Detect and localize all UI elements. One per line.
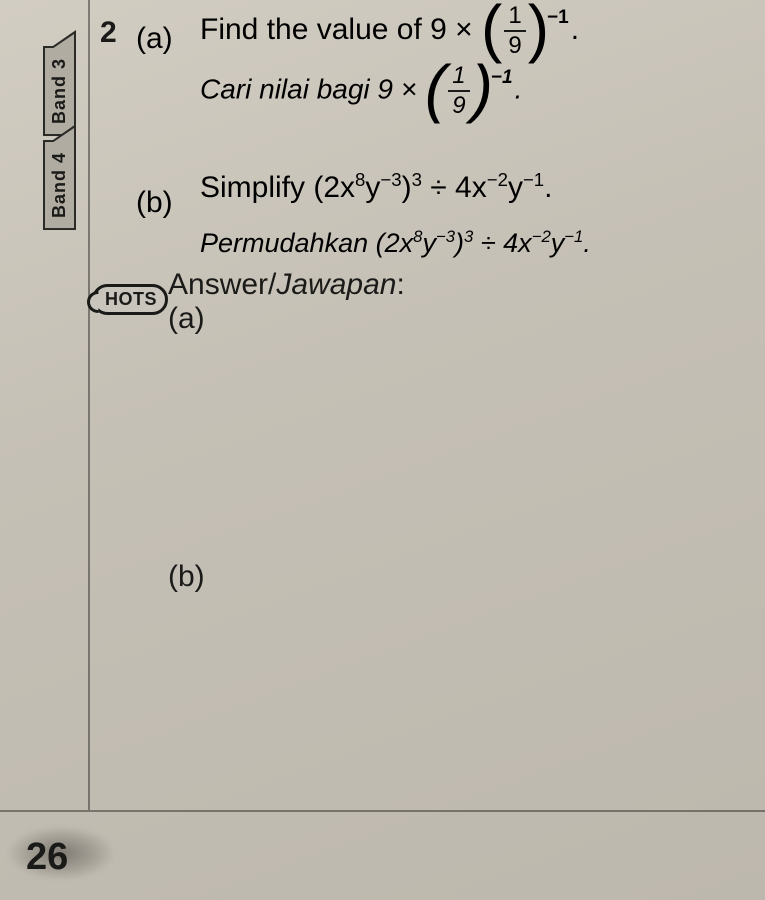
right-paren: )	[528, 3, 549, 54]
b-exp4: −2	[487, 169, 508, 190]
left-paren: (	[481, 3, 502, 54]
worksheet-page: Band 3 Band 4 2 (a) Find the value of 9 …	[0, 0, 765, 900]
fraction-expression: ( 1 9 ) −1	[481, 4, 571, 58]
b-mid3b: ÷ 4x	[473, 228, 531, 258]
b-exp3b: 3	[464, 227, 473, 246]
left-paren-my: (	[425, 63, 446, 114]
b-en-1: Simplify (2x	[200, 171, 355, 204]
fraction-my: 1 9	[448, 64, 469, 118]
hots-badge: HOTS	[92, 284, 168, 315]
answer-my: Jawapan	[276, 268, 396, 301]
page-number-area: 26	[6, 826, 116, 896]
part-b-english: Simplify (2x8y−3)3 ÷ 4x−2y−1.	[200, 168, 553, 207]
part-b-malay: Permudahkan (2x8y−3)3 ÷ 4x−2y−1.	[200, 226, 591, 261]
period: .	[571, 13, 579, 46]
right-paren-my: )	[472, 63, 493, 114]
b-end: .	[544, 171, 552, 204]
band-badges: Band 3 Band 4	[38, 46, 80, 234]
answer-part-b-label: (b)	[168, 560, 205, 594]
part-a-en-text: Find the value of 9 ×	[200, 13, 473, 46]
b-exp4b: −2	[532, 227, 551, 246]
question-part-b: (b) Simplify (2x8y−3)3 ÷ 4x−2y−1. Permud…	[136, 168, 756, 267]
b-mid1: y	[365, 171, 380, 204]
spacer-b	[136, 226, 200, 244]
b-mid1b: y	[422, 228, 436, 258]
b-exp2: −3	[380, 169, 401, 190]
period-my: .	[515, 73, 523, 104]
page-number: 26	[26, 836, 68, 879]
part-a-english: Find the value of 9 × ( 1 9 ) −1 .	[200, 4, 579, 58]
b-mid2b: )	[455, 228, 464, 258]
outer-exponent: −1	[547, 6, 569, 31]
part-a-label: (a)	[136, 4, 200, 56]
fraction-numerator: 1	[504, 4, 525, 32]
b-exp2b: −3	[436, 227, 455, 246]
b-mid4b: y	[551, 228, 565, 258]
b-exp5b: −1	[564, 227, 583, 246]
badge-band-3: Band 3	[43, 46, 76, 136]
b-exp3: 3	[412, 169, 422, 190]
answer-heading: Answer/Jawapan:	[168, 268, 405, 302]
b-mid3: ÷ 4x	[422, 171, 487, 204]
b-mid4: y	[508, 171, 523, 204]
fraction-numerator-my: 1	[448, 64, 469, 92]
answer-colon: :	[396, 268, 404, 301]
spacer	[136, 64, 200, 82]
margin-vertical-rule	[88, 0, 90, 810]
part-b-label: (b)	[136, 168, 200, 220]
fraction-denominator-my: 9	[448, 92, 469, 118]
fraction: 1 9	[504, 4, 525, 58]
bottom-horizontal-rule	[0, 810, 765, 812]
question-number: 2	[100, 16, 117, 50]
answer-en: Answer/	[168, 268, 276, 301]
b-exp1: 8	[355, 169, 365, 190]
question-part-a: (a) Find the value of 9 × ( 1 9 ) −1 . C…	[136, 4, 756, 124]
outer-exponent-my: −1	[491, 66, 513, 91]
b-exp5: −1	[523, 169, 544, 190]
badge-band-4: Band 4	[43, 140, 76, 230]
b-endb: .	[583, 228, 591, 258]
part-a-malay: Cari nilai bagi 9 × ( 1 9 ) −1 .	[200, 64, 522, 118]
part-a-my-text: Cari nilai bagi 9 ×	[200, 73, 417, 104]
answer-part-a-label: (a)	[168, 302, 205, 336]
fraction-denominator: 9	[504, 32, 525, 58]
fraction-expression-my: ( 1 9 ) −1	[425, 64, 515, 118]
b-mid2: )	[402, 171, 412, 204]
b-my-1: Permudahkan (2x	[200, 228, 413, 258]
